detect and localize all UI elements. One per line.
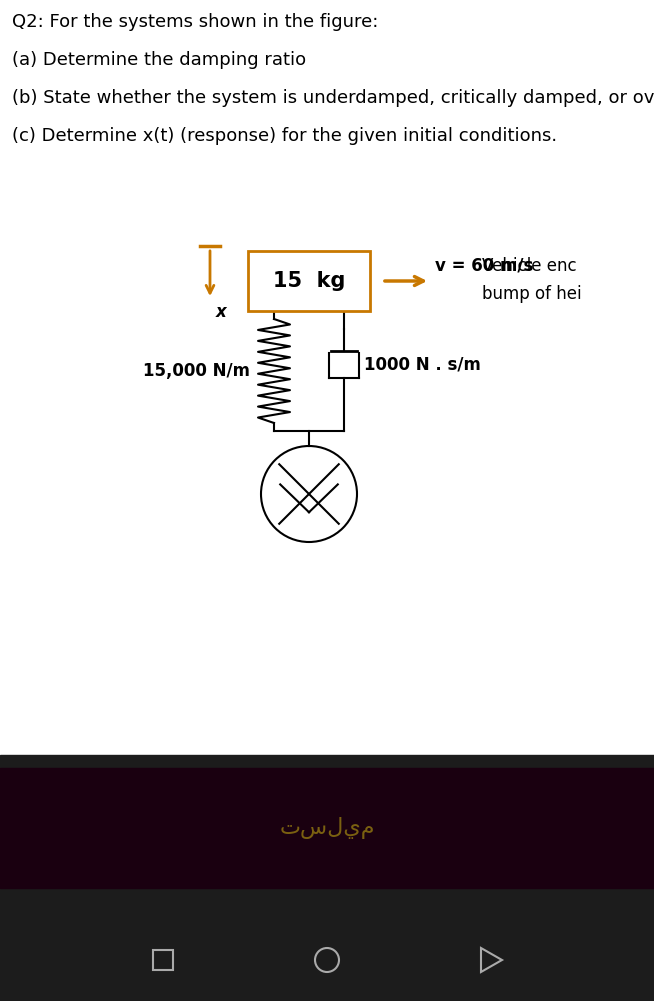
Bar	[0, 755, 654, 1001]
Text: تسليم: تسليم	[279, 817, 375, 839]
Text: bump of hei: bump of hei	[482, 285, 581, 303]
Text: (b) State whether the system is underdamped, critically damped, or overdamped: (b) State whether the system is underdam…	[12, 89, 654, 107]
Text: (a) Determine the damping ratio: (a) Determine the damping ratio	[12, 51, 306, 69]
Bar	[248, 251, 370, 311]
Bar	[153, 950, 173, 970]
Bar	[0, 768, 654, 888]
Text: Vehicle enc: Vehicle enc	[482, 257, 580, 275]
Text: 1000 N . s/m: 1000 N . s/m	[364, 355, 481, 373]
Text: Q2: For the systems shown in the figure:: Q2: For the systems shown in the figure:	[12, 13, 379, 31]
Text: 15  kg: 15 kg	[273, 271, 345, 291]
Text: 15,000 N/m: 15,000 N/m	[143, 362, 250, 380]
Text: (c) Determine x(t) (response) for the given initial conditions.: (c) Determine x(t) (response) for the gi…	[12, 127, 557, 145]
Text: x: x	[216, 303, 227, 321]
Text: v = 60 m/s: v = 60 m/s	[435, 257, 534, 275]
